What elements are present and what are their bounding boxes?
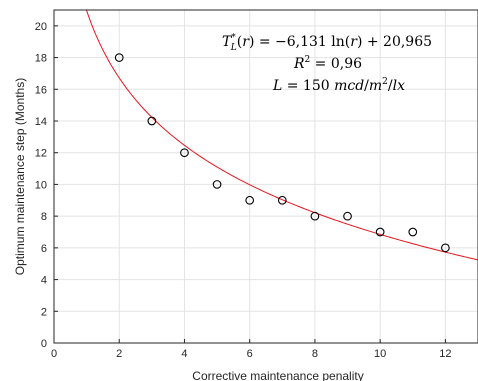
y-tick-label: 14 [35, 116, 47, 128]
x-tick-label: 12 [439, 348, 451, 360]
y-tick-label: 6 [41, 243, 47, 255]
x-tick-label: 0 [51, 348, 57, 360]
y-tick-label: 12 [35, 148, 47, 160]
y-tick-label: 4 [41, 275, 47, 287]
x-tick-label: 10 [374, 348, 386, 360]
y-tick-label: 16 [35, 84, 47, 96]
y-tick-label: 8 [41, 211, 47, 223]
plot-background [54, 10, 478, 343]
y-tick-label: 0 [41, 338, 47, 350]
y-tick-label: 18 [35, 53, 47, 65]
y-tick-label: 2 [41, 306, 47, 318]
x-tick-label: 4 [181, 348, 187, 360]
annotation-r-squared: R2 = 0,96 [293, 55, 362, 72]
x-tick-label: 8 [312, 348, 318, 360]
x-tick-label: 6 [247, 348, 253, 360]
y-axis-title: Optimum maintenance step (Months) [13, 78, 27, 275]
plot-area [54, 10, 478, 343]
y-tick-label: 20 [35, 21, 47, 33]
x-tick-label: 2 [116, 348, 122, 360]
x-axis-title: Corrective maintenance penality [192, 369, 363, 381]
y-tick-label: 10 [35, 179, 47, 191]
